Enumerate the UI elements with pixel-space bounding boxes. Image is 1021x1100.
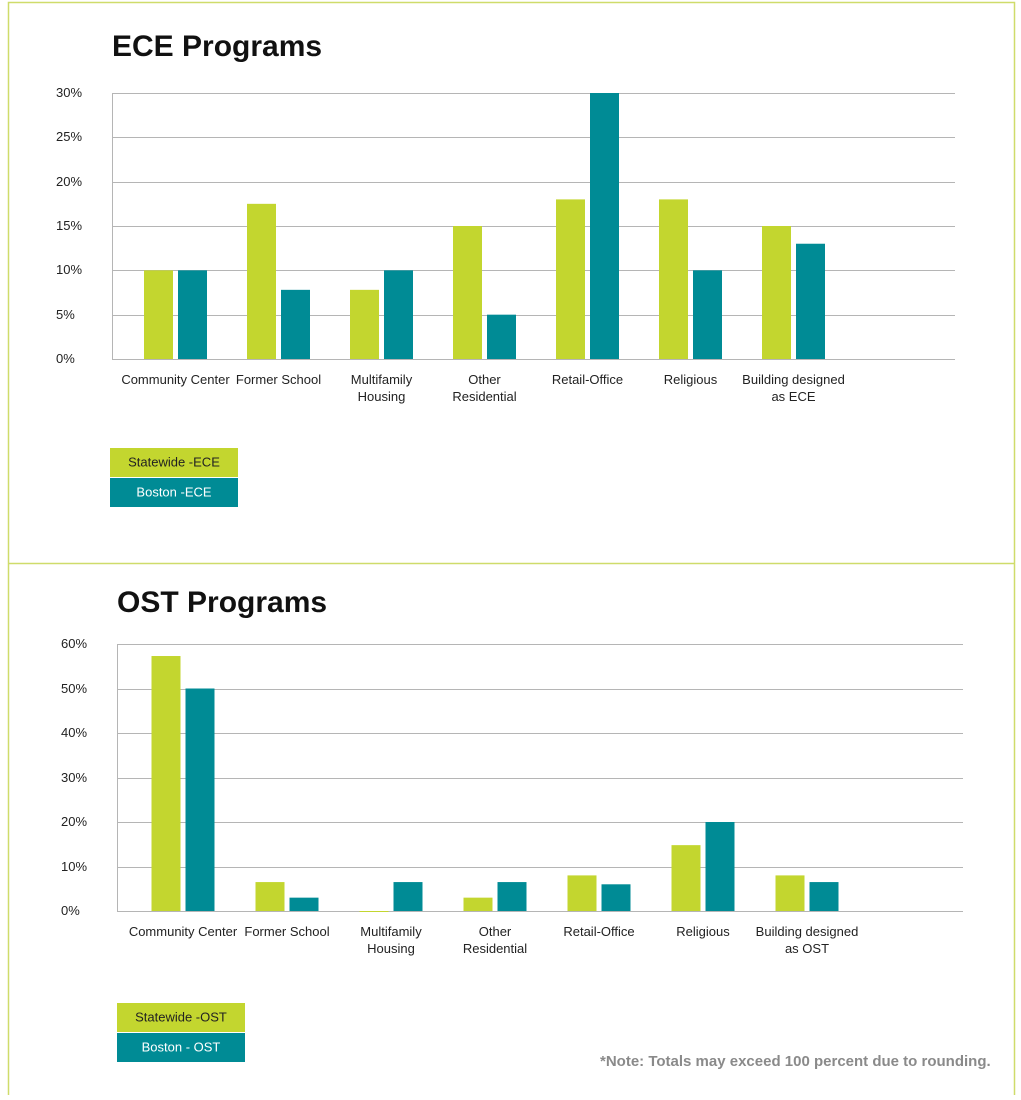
x-tick-label: Building designed as ECE [742, 372, 845, 404]
y-tick-label: 15% [56, 218, 82, 233]
x-tick-label-line: Multifamily [351, 372, 413, 387]
x-tick-label: Other Residential [463, 924, 527, 956]
x-tick-label-line: Former School [236, 372, 321, 387]
x-tick-label-line: Retail-Office [552, 372, 623, 387]
bar [601, 884, 631, 911]
y-tick-label: 10% [56, 262, 82, 277]
legend-label: Statewide -OST [135, 1009, 227, 1024]
x-tick-label: Retail-Office [552, 372, 623, 387]
bar [567, 875, 597, 911]
legend-swatch [117, 1003, 245, 1032]
bar [497, 882, 527, 911]
y-tick-label: 25% [56, 129, 82, 144]
x-tick-label: Multifamily Housing [360, 924, 422, 956]
bar [487, 314, 516, 359]
legend-swatch [110, 478, 238, 507]
x-tick-label-line: Other [468, 372, 501, 387]
y-tick-label: 20% [56, 174, 82, 189]
legend-label: Statewide -ECE [128, 454, 220, 469]
frame [7, 1, 1016, 1100]
x-tick-label-line: as OST [785, 941, 829, 956]
y-tick-label: 60% [61, 636, 87, 651]
bar [350, 289, 379, 359]
x-tick-label: Retail-Office [563, 924, 634, 939]
x-tick-label: Former School [244, 924, 329, 939]
bar [151, 656, 181, 911]
bar [144, 270, 173, 359]
chart-title: OST Programs [117, 586, 327, 619]
bar [255, 882, 285, 911]
bar [796, 243, 825, 359]
y-tick-label: 0% [61, 903, 80, 918]
x-tick-label-line: Religious [664, 372, 718, 387]
bar [556, 199, 585, 359]
legend-swatch [117, 1033, 245, 1062]
x-tick-label-line: Community Center [121, 372, 230, 387]
y-tick-label: 5% [56, 307, 75, 322]
bar [705, 822, 735, 911]
chart-title: ECE Programs [112, 30, 322, 63]
bar [384, 270, 413, 359]
bar [762, 226, 791, 359]
y-tick-label: 50% [61, 681, 87, 696]
x-tick-label-line: Housing [367, 941, 415, 956]
bar [185, 688, 215, 911]
y-tick-label: 40% [61, 725, 87, 740]
bar [453, 226, 482, 359]
x-tick-label-line: Building designed [742, 372, 845, 387]
bar [809, 882, 839, 911]
bar [463, 897, 493, 911]
bar [359, 911, 389, 912]
x-tick-label-line: Former School [244, 924, 329, 939]
bar [281, 289, 310, 359]
bar [775, 875, 805, 911]
bar [693, 270, 722, 359]
x-tick-label: Other Residential [452, 372, 516, 404]
legend-swatch [110, 448, 238, 477]
y-tick-label: 10% [61, 859, 87, 874]
x-tick-label-line: Multifamily [360, 924, 422, 939]
bar [590, 93, 619, 359]
y-tick-label: 20% [61, 814, 87, 829]
bar [289, 897, 319, 911]
bar [247, 203, 276, 359]
x-tick-label-line: Community Center [129, 924, 238, 939]
bar [393, 882, 423, 911]
bar [671, 845, 701, 911]
bar [178, 270, 207, 359]
legend-label: Boston -ECE [136, 484, 211, 499]
bar [659, 199, 688, 359]
x-tick-label: Religious [676, 924, 730, 939]
x-tick-label-line: Other [479, 924, 512, 939]
legend-label: Boston - OST [142, 1039, 221, 1054]
x-tick-label-line: Residential [463, 941, 527, 956]
x-tick-label-line: Housing [358, 389, 406, 404]
y-tick-label: 0% [56, 351, 75, 366]
x-tick-label-line: Building designed [756, 924, 859, 939]
y-tick-label: 30% [61, 770, 87, 785]
y-tick-label: 30% [56, 85, 82, 100]
note: *Note: Totals may exceed 100 percent due… [600, 1053, 991, 1070]
x-tick-label: Multifamily Housing [351, 372, 413, 404]
x-tick-label-line: as ECE [771, 389, 815, 404]
x-tick-label-line: Residential [452, 389, 516, 404]
x-tick-label: Building designed as OST [756, 924, 859, 956]
x-tick-label: Community Center [121, 372, 230, 387]
x-tick-label: Former School [236, 372, 321, 387]
x-tick-label-line: Religious [676, 924, 730, 939]
x-tick-label: Community Center [129, 924, 238, 939]
x-tick-label-line: Retail-Office [563, 924, 634, 939]
x-tick-label: Religious [664, 372, 718, 387]
